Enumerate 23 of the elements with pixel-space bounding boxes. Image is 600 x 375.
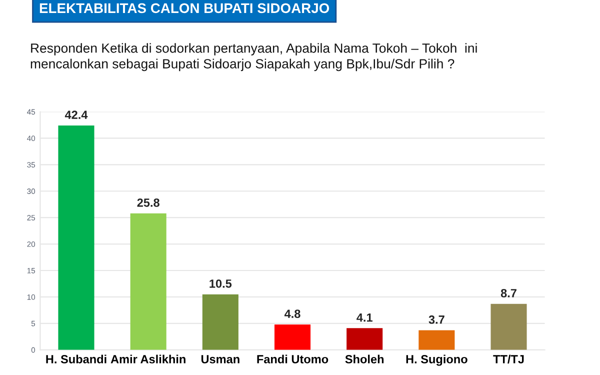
bar [490, 304, 527, 350]
x-tick-label: TT/TJ [493, 354, 524, 364]
data-label: 4.1 [356, 313, 372, 322]
data-label: 42.4 [64, 110, 88, 119]
data-label: 25.8 [137, 198, 160, 207]
bar [58, 126, 94, 350]
bar [274, 324, 311, 350]
x-tick-label: Fandi Utomo [257, 354, 328, 364]
data-label: 3.7 [428, 315, 444, 324]
data-label: 8.7 [500, 288, 516, 298]
bar [418, 330, 455, 350]
x-tick-label: H. Subandi [46, 354, 106, 364]
bar [130, 213, 166, 350]
x-tick-label: H. Sugiono [406, 354, 468, 366]
chart-subtitle: Responden Ketika di sodorkan pertanyaan, Apabila Nama Tokoh – Tokoh ini mencalonkan sebagai Bupati Sidoarjo Siapakah yang Bpk,Ibu/Sdr Pilih ? [30, 43, 477, 72]
x-tick-label: Usman [201, 355, 240, 364]
x-tick-label: Amir Aslikhin [110, 354, 186, 364]
bar [346, 328, 383, 350]
data-label: 10.5 [210, 279, 232, 288]
x-tick-label: Sholeh [345, 354, 384, 364]
data-label: 4.8 [284, 310, 300, 318]
chart-title: ELEKTABILITAS CALON BUPATI SIDOARJO [40, 3, 330, 14]
bar [202, 294, 238, 350]
